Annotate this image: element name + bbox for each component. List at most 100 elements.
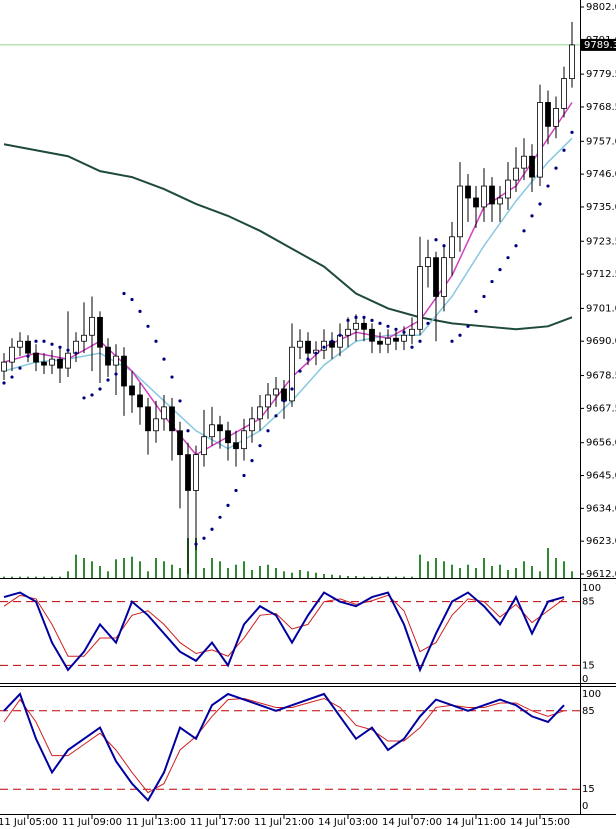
volume-bar: [27, 576, 29, 578]
volume-bar: [155, 558, 157, 578]
volume-bar: [331, 574, 333, 578]
y-tick-label: 9735.0: [586, 202, 616, 213]
candle-body: [513, 167, 519, 181]
x-tick-label: 14 Jul 03:00: [318, 817, 378, 828]
volume-bar: [435, 558, 437, 578]
y-tick-label: 9612.0: [586, 569, 616, 580]
sar-dot: [258, 444, 262, 448]
candle-body: [265, 394, 271, 408]
sar-dot: [234, 488, 238, 493]
sar-dot: [506, 256, 510, 260]
sar-dot: [474, 309, 478, 313]
volume-bar: [251, 570, 253, 578]
volume-bar: [523, 561, 525, 578]
candle-body: [361, 322, 367, 330]
sar-dot: [402, 330, 406, 334]
sar-dot: [146, 324, 150, 328]
volume-bar: [91, 561, 93, 578]
candle-body: [161, 406, 167, 420]
y-tick-label: 100: [582, 689, 601, 700]
volume-bar: [3, 576, 5, 578]
candle-body: [105, 346, 111, 366]
volume-bar: [323, 574, 325, 578]
volume-bar: [507, 570, 509, 578]
sar-dot: [194, 542, 198, 546]
candle-body: [473, 197, 479, 208]
sar-dot: [58, 345, 62, 349]
candle-body: [345, 328, 351, 336]
candle-body: [529, 155, 535, 178]
sar-dot: [434, 238, 438, 242]
candle-body: [225, 430, 231, 444]
candle-body: [97, 316, 103, 348]
sar-dot: [98, 387, 102, 391]
sar-dot: [442, 244, 446, 248]
sar-dot: [170, 375, 174, 379]
volume-bar: [363, 576, 365, 578]
sar-dot: [218, 515, 222, 519]
last-price-label: 9789.3: [584, 40, 616, 51]
volume-bar: [99, 566, 101, 578]
volume-bar: [211, 558, 213, 578]
candle-body: [233, 442, 239, 450]
candle-body: [297, 340, 303, 348]
sar-dot: [290, 387, 294, 391]
sar-dot: [554, 166, 558, 170]
candle-body: [1, 361, 7, 372]
y-tick-label: 9690.0: [586, 336, 616, 347]
sar-dot: [538, 202, 542, 206]
candle-body: [65, 352, 71, 369]
volume-bar: [299, 570, 301, 578]
candle-body: [553, 108, 559, 127]
volume-bar: [403, 576, 405, 578]
volume-bar: [267, 564, 269, 578]
volume-bar: [451, 564, 453, 578]
volume-bar: [227, 568, 229, 578]
sar-dot: [562, 148, 566, 152]
y-tick-label: 9757.0: [586, 136, 616, 147]
y-tick-label: 9667.5: [586, 403, 616, 414]
sar-dot: [298, 369, 302, 373]
candle-body: [201, 436, 207, 456]
volume-bar: [475, 568, 477, 578]
volume-bar: [115, 559, 117, 578]
sar-dot: [378, 321, 382, 325]
candle-body: [385, 337, 391, 345]
candle-body: [145, 406, 151, 432]
sar-dot: [410, 345, 414, 349]
sar-dot: [178, 399, 182, 403]
y-tick-label: 9779.5: [586, 69, 616, 80]
volume-bar: [147, 571, 149, 578]
sar-dot: [314, 351, 318, 355]
volume-bar: [243, 561, 245, 578]
sar-dot: [66, 348, 70, 352]
sar-dot: [114, 372, 118, 376]
y-tick-label: 9656.0: [586, 438, 616, 449]
sar-dot: [530, 214, 534, 218]
candle-body: [121, 355, 127, 387]
volume-bar: [491, 566, 493, 578]
sar-dot: [362, 315, 366, 319]
candle-body: [289, 346, 295, 402]
candle-body: [57, 358, 63, 369]
candle-body: [49, 358, 55, 366]
x-tick-label: 11 Jul 17:00: [190, 817, 250, 828]
candle-body: [537, 102, 543, 178]
volume-bar: [563, 561, 565, 578]
x-tick-label: 14 Jul 15:00: [510, 817, 570, 828]
candle-body: [433, 257, 439, 297]
volume-bar: [291, 572, 293, 578]
x-tick-label: 14 Jul 07:00: [382, 817, 442, 828]
candle-body: [241, 430, 247, 450]
sar-dot: [330, 339, 334, 343]
sar-dot: [266, 429, 270, 433]
x-tick-label: 11 Jul 21:00: [254, 817, 314, 828]
sar-dot: [74, 351, 78, 355]
volume-bar: [571, 571, 573, 578]
sar-dot: [466, 324, 470, 328]
candle-body: [73, 340, 79, 354]
volume-bar: [483, 558, 485, 578]
candle-body: [113, 355, 119, 366]
y-tick-label: 9634.0: [586, 503, 616, 514]
candle-body: [545, 102, 551, 127]
